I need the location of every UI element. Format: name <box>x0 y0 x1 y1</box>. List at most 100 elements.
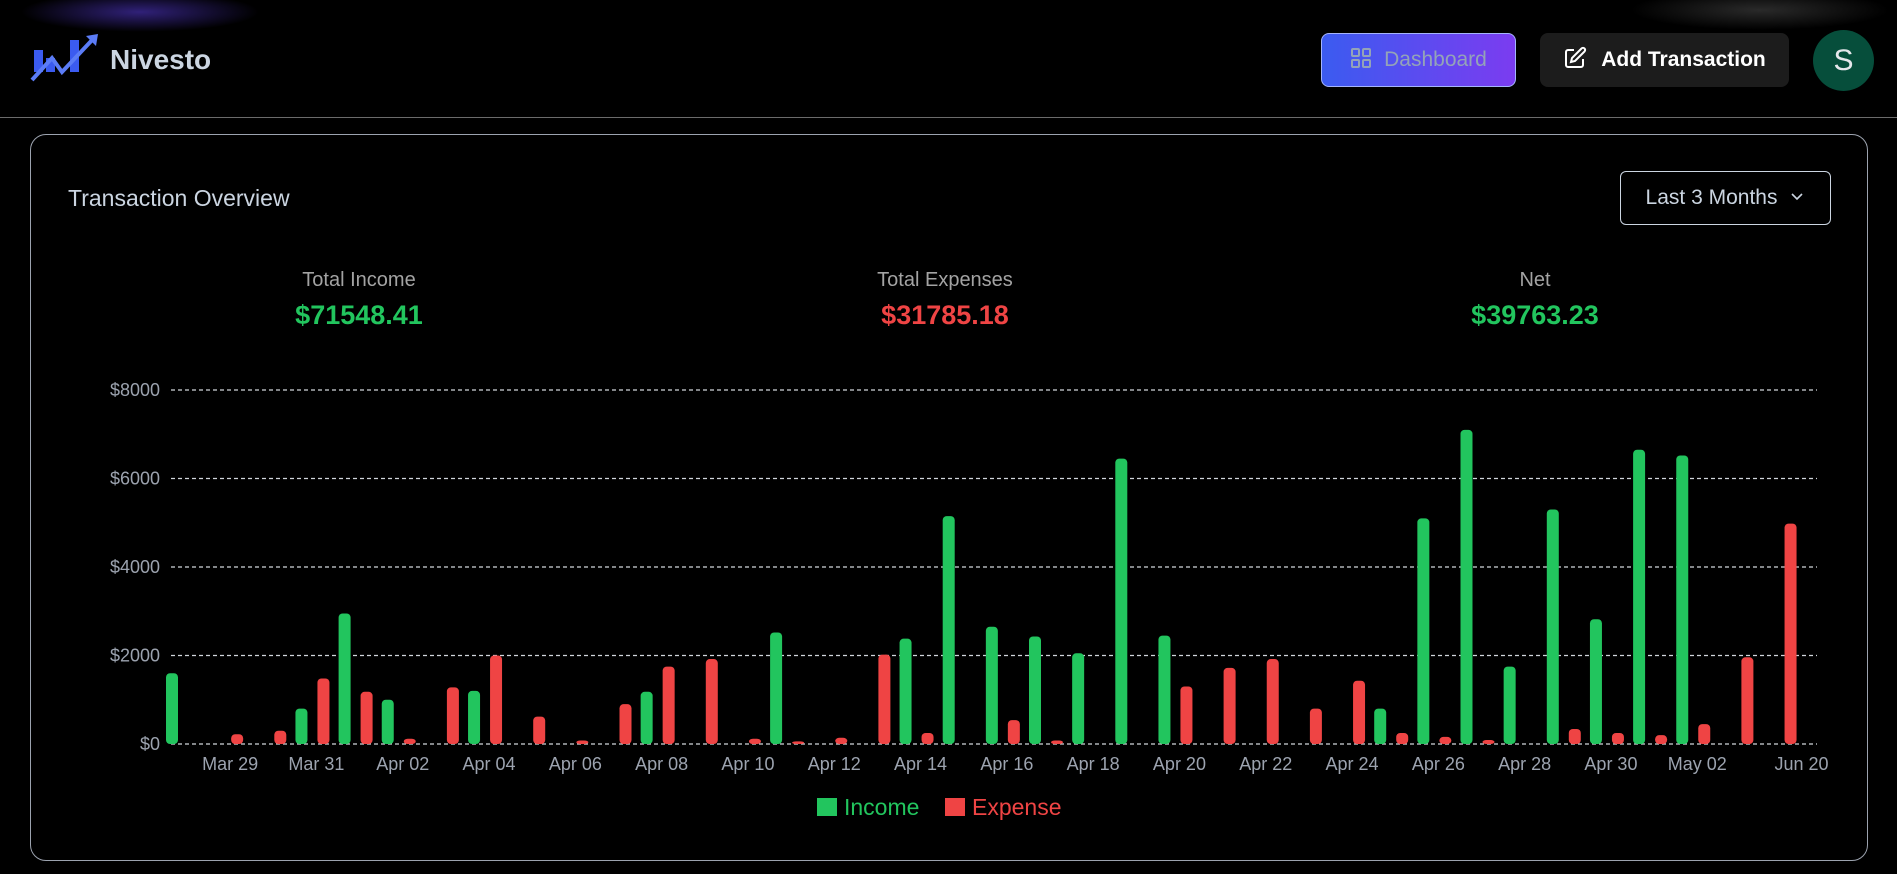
expense-bar <box>1266 659 1279 744</box>
expense-bar <box>705 659 718 744</box>
trending-chart-logo-icon <box>30 30 104 91</box>
y-tick-label: $4000 <box>110 557 160 577</box>
x-tick-label: Apr 28 <box>1498 754 1551 774</box>
expense-bar <box>1611 732 1624 744</box>
x-tick-label: Apr 12 <box>808 754 861 774</box>
total-income-stat: Total Income $71548.41 <box>209 269 509 331</box>
x-tick-label: May 02 <box>1668 754 1727 774</box>
x-tick-label: Apr 14 <box>894 754 947 774</box>
expense-bar <box>1482 740 1495 744</box>
expense-bar <box>1396 732 1409 744</box>
dashboard-button-label: Dashboard <box>1384 48 1487 71</box>
expense-bar <box>1655 735 1668 744</box>
expense-bar <box>360 691 373 744</box>
x-tick-label: Apr 22 <box>1239 754 1292 774</box>
expense-bar <box>835 737 848 744</box>
y-tick-label: $6000 <box>110 469 160 489</box>
income-bar <box>1589 619 1602 744</box>
expense-bar <box>1007 720 1020 744</box>
expense-bar <box>1784 523 1797 744</box>
x-tick-label: Mar 29 <box>202 754 258 774</box>
period-select[interactable]: Last 3 Months <box>1620 171 1831 225</box>
income-bar <box>899 638 912 744</box>
x-tick-label: Apr 24 <box>1326 754 1379 774</box>
total-expenses-value: $31785.18 <box>881 300 1009 330</box>
y-tick-label: $8000 <box>110 380 160 400</box>
income-bar <box>1029 636 1041 744</box>
income-bar <box>1546 509 1559 744</box>
x-tick-label: Apr 10 <box>721 754 774 774</box>
expense-bar <box>1223 667 1236 744</box>
expense-bar <box>1353 680 1366 744</box>
x-tick-label: Mar 31 <box>288 754 344 774</box>
x-tick-label: Apr 30 <box>1584 754 1637 774</box>
grid-icon <box>1350 47 1372 74</box>
expense-bar <box>921 732 934 744</box>
income-bar <box>1460 429 1473 744</box>
expense-bar <box>446 687 459 744</box>
expense-bar <box>662 666 675 744</box>
x-tick-label: Apr 20 <box>1153 754 1206 774</box>
avatar[interactable]: S <box>1813 30 1874 91</box>
net-label: Net <box>1519 269 1551 291</box>
expense-bar <box>490 655 503 744</box>
income-bar <box>1158 635 1171 744</box>
x-tick-label: Apr 02 <box>376 754 429 774</box>
expense-bar <box>231 734 244 744</box>
income-bar <box>1633 449 1646 744</box>
add-transaction-button[interactable]: Add Transaction <box>1540 33 1789 87</box>
total-expenses-label: Total Expenses <box>877 269 1013 291</box>
expense-bar <box>619 704 632 744</box>
expense-bar <box>1698 724 1711 744</box>
y-tick-label: $2000 <box>110 646 160 666</box>
income-bar <box>942 516 955 744</box>
expense-bar <box>1180 686 1193 744</box>
x-tick-label: Apr 16 <box>980 754 1033 774</box>
x-tick-label: Apr 04 <box>463 754 516 774</box>
expense-bar <box>533 716 546 744</box>
app-name: Nivesto <box>110 44 212 75</box>
expense-bar <box>748 738 761 744</box>
y-tick-label: $0 <box>140 734 160 754</box>
transaction-bar-chart: $0 $2000 $4000 $6000 $8000 Mar 29 Mar 31 Apr 02… <box>110 380 1829 820</box>
legend-expense-swatch <box>945 798 965 816</box>
expense-bar <box>1439 736 1452 744</box>
add-transaction-label: Add Transaction <box>1601 48 1766 71</box>
top-bar: Nivesto Dashboard Add Transaction S <box>0 0 1897 118</box>
dashboard-button[interactable]: Dashboard <box>1321 33 1516 87</box>
legend-income-swatch <box>817 798 837 816</box>
transaction-overview-card: Transaction Overview Last 3 Months Total… <box>30 134 1868 861</box>
brand[interactable]: Nivesto <box>30 30 211 90</box>
net-stat: Net $39763.23 <box>1385 269 1685 331</box>
expense-bar <box>576 740 589 744</box>
expense-bar <box>1051 740 1063 744</box>
legend-income-label: Income <box>844 794 919 820</box>
income-bar <box>166 673 178 744</box>
total-income-value: $71548.41 <box>295 300 423 330</box>
expense-bar <box>878 654 891 744</box>
legend-expense-label: Expense <box>972 794 1062 820</box>
income-bar <box>468 690 481 744</box>
x-tick-label: Apr 06 <box>549 754 602 774</box>
expense-bar <box>1741 657 1754 744</box>
income-bar <box>1503 666 1516 744</box>
income-bar <box>1374 708 1387 744</box>
income-bar <box>985 626 998 744</box>
income-bar <box>1072 653 1085 744</box>
total-expenses-stat: Total Expenses $31785.18 <box>795 269 1095 331</box>
top-glow-left <box>20 0 260 32</box>
income-bar <box>381 699 394 744</box>
x-tick-label: Apr 18 <box>1067 754 1120 774</box>
expense-bar <box>1568 728 1581 744</box>
income-bar <box>295 708 308 744</box>
income-bar <box>338 613 351 744</box>
net-value: $39763.23 <box>1471 300 1599 330</box>
x-tick-label: Apr 26 <box>1412 754 1465 774</box>
expense-bar <box>403 738 416 744</box>
chevron-down-icon <box>1789 188 1805 209</box>
edit-icon <box>1563 46 1587 75</box>
expense-bar <box>1309 708 1322 744</box>
top-glow-right <box>1630 0 1890 30</box>
x-tick-label: Jun 20 <box>1775 754 1829 774</box>
income-bar <box>770 632 783 744</box>
